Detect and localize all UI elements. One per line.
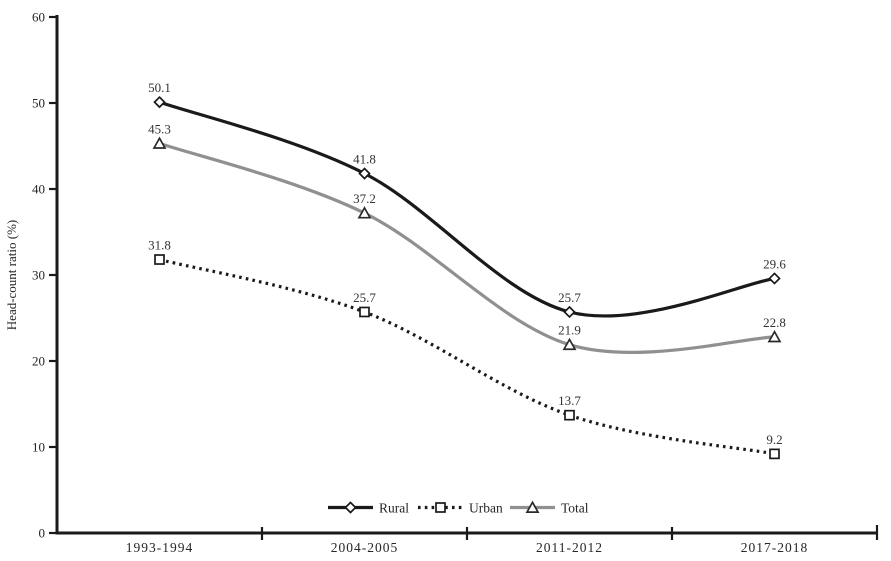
data-label-total: 45.3 <box>148 121 171 136</box>
y-tick-label: 0 <box>39 526 46 541</box>
data-label-rural: 41.8 <box>353 152 376 167</box>
triangle-marker-total <box>152 136 167 149</box>
data-label-total: 37.2 <box>353 191 376 206</box>
legend-label-urban: Urban <box>469 501 503 516</box>
legend: Rural Urban Total <box>328 501 589 516</box>
y-tick-label: 20 <box>32 354 45 369</box>
series-total: 45.3 37.2 21.9 22.8 <box>148 121 786 354</box>
series-line-urban <box>159 257 775 456</box>
square-marker-urban <box>154 254 165 265</box>
y-axis-title: Head-count ratio (%) <box>4 220 19 330</box>
legend-item-urban: Urban <box>418 501 503 516</box>
triangle-marker-total <box>357 206 372 219</box>
y-tick-label: 40 <box>32 182 45 197</box>
legend-label-total: Total <box>561 501 589 516</box>
x-tick-label: 1993-1994 <box>126 540 194 555</box>
y-tick-label: 60 <box>32 10 45 25</box>
legend-label-rural: Rural <box>379 501 409 516</box>
data-label-urban: 9.2 <box>766 432 782 447</box>
data-label-total: 21.9 <box>558 323 581 338</box>
diamond-marker-rural <box>358 167 371 180</box>
x-tick-label: 2004-2005 <box>331 540 399 555</box>
series-line-total <box>158 141 775 354</box>
triangle-icon <box>525 500 540 513</box>
data-label-urban: 31.8 <box>148 238 171 253</box>
square-marker-urban <box>769 448 780 460</box>
data-label-rural: 25.7 <box>558 290 581 305</box>
data-label-urban: 25.7 <box>353 290 376 305</box>
x-tick-label: 2017-2018 <box>741 540 809 555</box>
data-label-rural: 50.1 <box>148 80 171 95</box>
y-tick-label: 10 <box>32 440 45 455</box>
legend-item-rural: Rural <box>328 501 409 516</box>
series-rural: 50.1 41.8 25.7 29.6 <box>148 80 786 319</box>
data-label-urban: 13.7 <box>558 393 581 408</box>
series-line-rural <box>158 100 775 318</box>
y-tick-label: 30 <box>32 268 45 283</box>
data-label-total: 22.8 <box>763 315 786 330</box>
x-tick-label: 2011-2012 <box>536 540 603 555</box>
square-marker-urban <box>564 409 575 421</box>
square-icon <box>435 502 446 513</box>
diamond-marker-rural <box>563 305 576 319</box>
series-urban: 31.8 25.7 13.7 9.2 <box>148 238 783 460</box>
diamond-marker-rural <box>153 95 166 109</box>
y-tick-label: 50 <box>32 96 45 111</box>
diamond-marker-rural <box>768 272 781 285</box>
data-label-rural: 29.6 <box>763 256 786 271</box>
legend-item-total: Total <box>510 501 589 516</box>
square-marker-urban <box>359 306 370 318</box>
diamond-icon <box>344 501 357 514</box>
triangle-marker-total <box>562 337 577 351</box>
triangle-marker-total <box>767 329 782 343</box>
